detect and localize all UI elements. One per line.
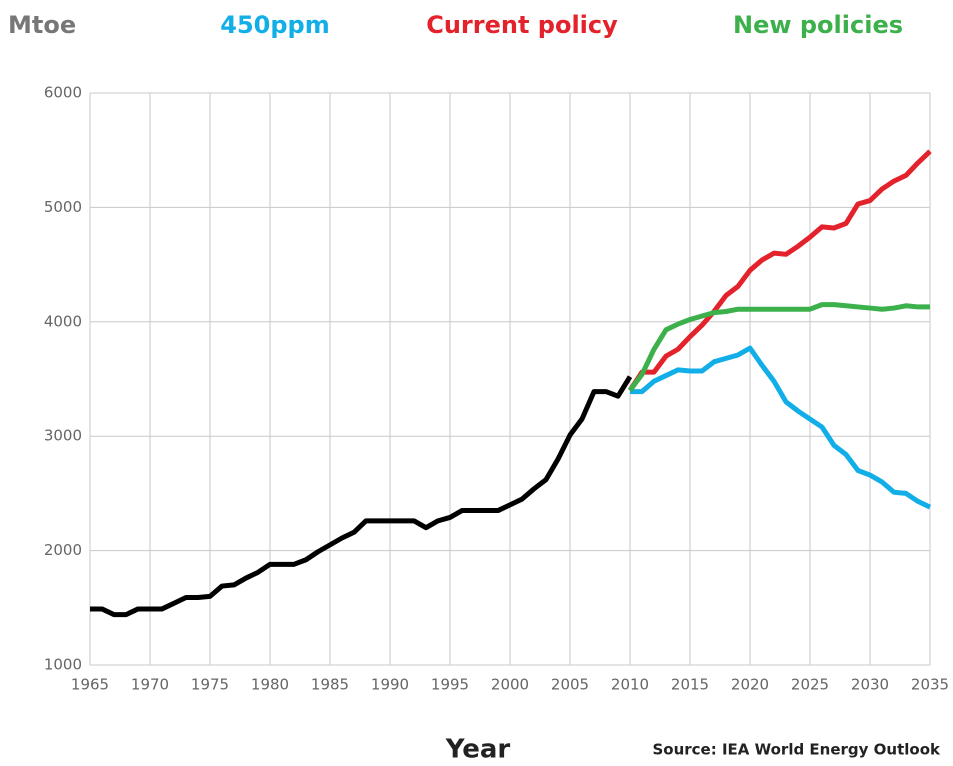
- x-tick-label: 1965: [71, 676, 109, 694]
- x-tick-label: 2020: [731, 676, 769, 694]
- x-tick-label: 2025: [791, 676, 829, 694]
- y-tick-label: 2000: [44, 541, 82, 559]
- series-line: [630, 345, 932, 510]
- legend-entry: New policies: [733, 11, 903, 39]
- y-tick-label: 4000: [44, 312, 82, 330]
- y-tick-label: 3000: [44, 427, 82, 445]
- x-tick-label: 2030: [851, 676, 889, 694]
- series-line: [90, 375, 633, 618]
- x-tick-label: 2035: [911, 676, 949, 694]
- y-axis-label: Mtoe: [8, 11, 76, 39]
- legend-entry: 450ppm: [220, 11, 329, 39]
- x-axis-label: Year: [445, 735, 511, 765]
- x-tick-label: 1985: [311, 676, 349, 694]
- y-tick-label: 6000: [44, 84, 82, 102]
- x-tick-label: 2015: [671, 676, 709, 694]
- x-tick-label: 1980: [251, 676, 289, 694]
- source-note: Source: IEA World Energy Outlook: [652, 741, 941, 759]
- x-tick-label: 1970: [131, 676, 169, 694]
- legend-entry: Current policy: [426, 11, 618, 39]
- x-tick-label: 2010: [611, 676, 649, 694]
- x-tick-label: 1995: [431, 676, 469, 694]
- series-line: [627, 149, 932, 392]
- series-line: [627, 302, 930, 392]
- x-tick-label: 1990: [371, 676, 409, 694]
- y-tick-label: 1000: [44, 656, 82, 674]
- x-tick-label: 2000: [491, 676, 529, 694]
- x-tick-label: 2005: [551, 676, 589, 694]
- x-tick-label: 1975: [191, 676, 229, 694]
- y-tick-label: 5000: [44, 198, 82, 216]
